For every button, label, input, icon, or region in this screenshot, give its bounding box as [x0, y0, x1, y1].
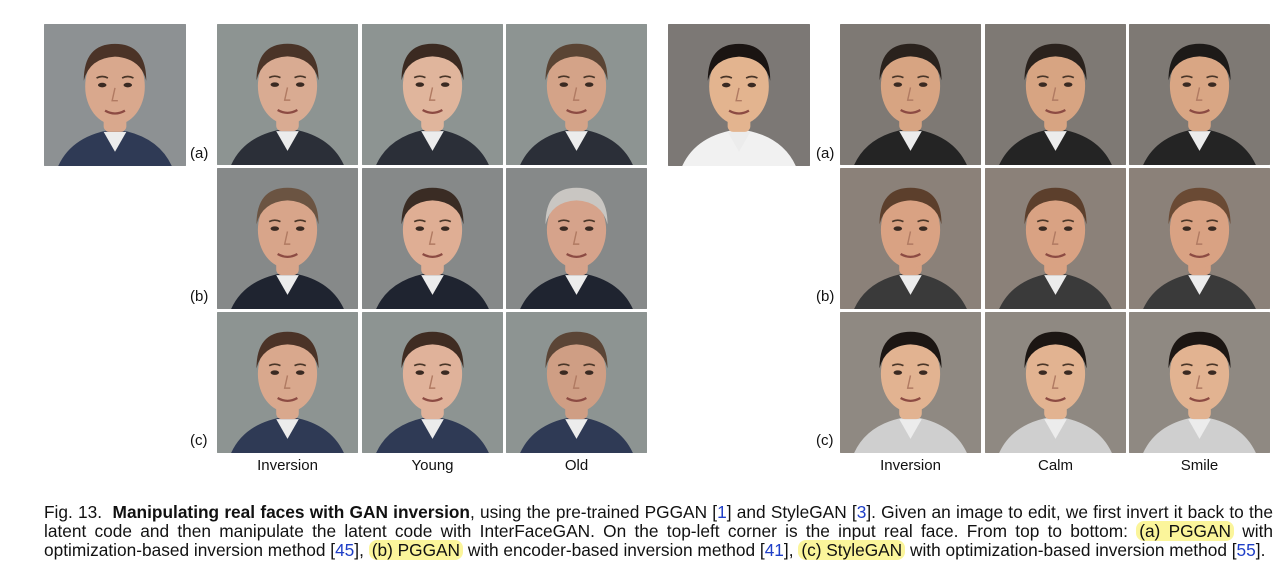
reference-link-1[interactable]: 1: [717, 502, 727, 523]
caption-title: Manipulating real faces with GAN inversi…: [112, 502, 470, 523]
face-illustration-icon: [506, 168, 647, 309]
right-row-label-b: (b): [816, 288, 835, 305]
face-illustration-icon: [217, 24, 358, 165]
face-illustration-icon: [985, 312, 1126, 453]
left-c-old-face: [506, 312, 647, 453]
left-b-old-face: [506, 168, 647, 309]
left-column-label-inversion: Inversion: [257, 457, 318, 474]
face-illustration-icon: [506, 24, 647, 165]
highlight-c-stylegan: (c) StyleGAN: [798, 540, 906, 561]
left-row-label-b: (b): [190, 288, 209, 305]
face-illustration-icon: [1129, 312, 1270, 453]
left-input-face: [44, 24, 186, 166]
right-c-calm-face: [985, 312, 1126, 453]
left-a-young-face: [362, 24, 503, 165]
right-a-smile-face: [1129, 24, 1270, 165]
face-illustration-icon: [1129, 168, 1270, 309]
face-illustration-icon: [1129, 24, 1270, 165]
left-column-label-old: Old: [564, 457, 589, 474]
face-illustration-icon: [985, 168, 1126, 309]
left-row-label-c: (c): [190, 432, 208, 449]
right-b-inversion-face: [840, 168, 981, 309]
caption-figure-number: Fig. 13.: [44, 502, 103, 523]
left-row-label-a: (a): [190, 145, 209, 162]
left-c-young-face: [362, 312, 503, 453]
reference-link-45[interactable]: 45: [335, 540, 355, 561]
right-input-face: [668, 24, 810, 166]
reference-link-55[interactable]: 55: [1236, 540, 1256, 561]
right-column-label-smile: Smile: [1180, 457, 1219, 474]
right-column-label-calm: Calm: [1037, 457, 1073, 474]
right-column-label-inversion: Inversion: [880, 457, 941, 474]
figure-caption: Fig. 13. Manipulating real faces with GA…: [44, 502, 1274, 561]
face-illustration-icon: [362, 312, 503, 453]
left-b-inversion-face: [217, 168, 358, 309]
right-c-smile-face: [1129, 312, 1270, 453]
face-illustration-icon: [217, 168, 358, 309]
face-illustration-icon: [985, 24, 1126, 165]
face-illustration-icon: [506, 312, 647, 453]
right-b-smile-face: [1129, 168, 1270, 309]
right-a-inversion-face: [840, 24, 981, 165]
face-illustration-icon: [668, 24, 810, 166]
right-row-label-c: (c): [816, 432, 834, 449]
face-illustration-icon: [840, 168, 981, 309]
face-illustration-icon: [217, 312, 358, 453]
highlight-a-pggan: (a) PGGAN: [1136, 521, 1234, 542]
face-illustration-icon: [362, 168, 503, 309]
face-illustration-icon: [362, 24, 503, 165]
left-column-label-young: Young: [411, 457, 454, 474]
figure-13: (a) (b) (c) Inversion Young Old: [44, 24, 1270, 474]
left-a-old-face: [506, 24, 647, 165]
face-illustration-icon: [840, 24, 981, 165]
highlight-b-pggan: (b) PGGAN: [368, 540, 464, 561]
left-a-inversion-face: [217, 24, 358, 165]
left-c-inversion-face: [217, 312, 358, 453]
left-b-young-face: [362, 168, 503, 309]
face-illustration-icon: [44, 24, 186, 166]
reference-link-41[interactable]: 41: [764, 540, 784, 561]
right-row-label-a: (a): [816, 145, 835, 162]
right-a-calm-face: [985, 24, 1126, 165]
right-b-calm-face: [985, 168, 1126, 309]
right-c-inversion-face: [840, 312, 981, 453]
reference-link-3[interactable]: 3: [856, 502, 867, 523]
face-illustration-icon: [840, 312, 981, 453]
